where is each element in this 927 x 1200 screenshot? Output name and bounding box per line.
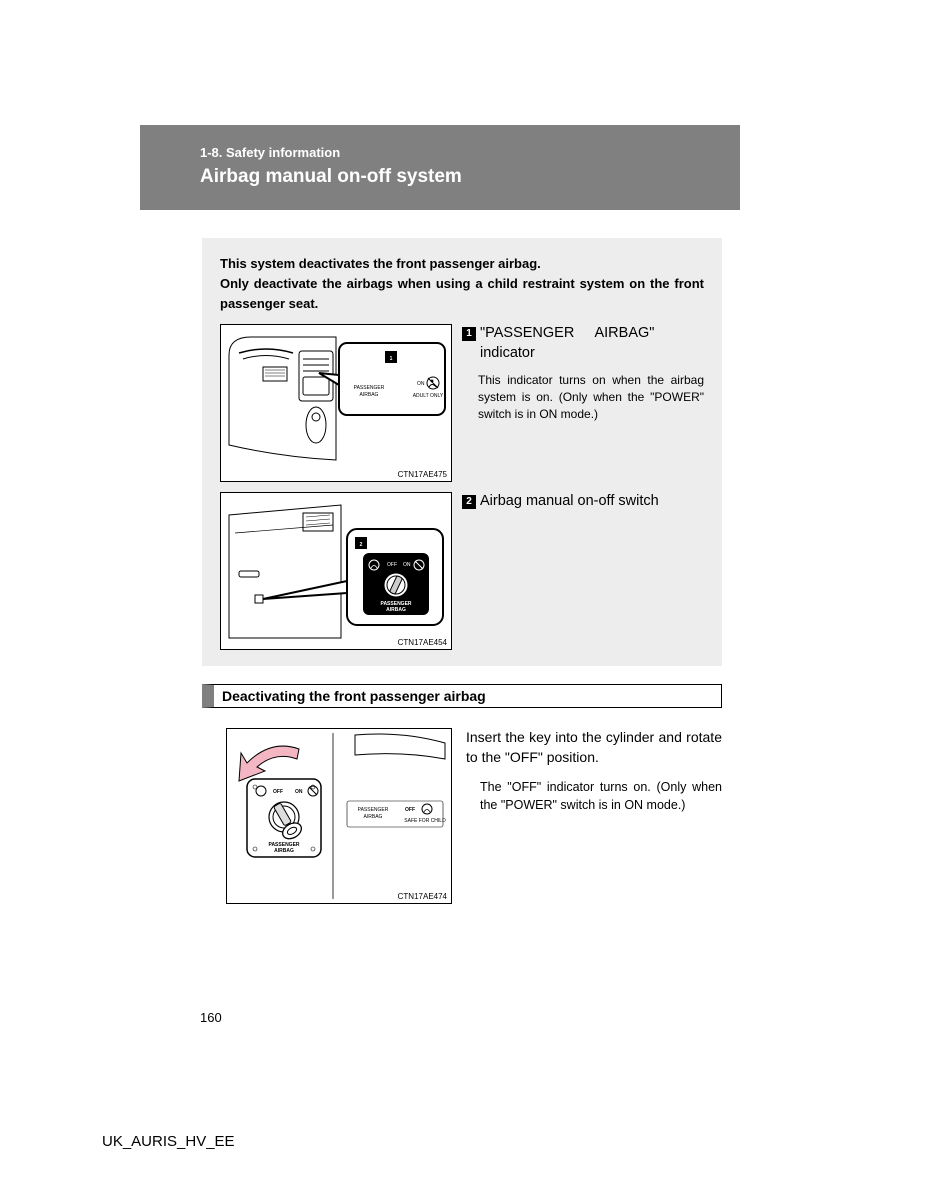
svg-text:ON: ON	[295, 789, 303, 795]
badge-1: 1	[462, 327, 476, 341]
illustration-indicator: 1 PASSENGER AIRBAG ON ADULT ONLY CTN17AE…	[220, 324, 452, 482]
svg-text:2: 2	[360, 542, 363, 548]
instr-body: The "OFF" indicator turns on. (Only when…	[466, 778, 722, 814]
intro-line1: This system deactivates the front passen…	[220, 256, 541, 271]
row-indicator: 1 PASSENGER AIRBAG ON ADULT ONLY CTN17AE…	[220, 324, 704, 482]
illustration-switch: 2 OFF ON PASSENGER AIRBAG	[220, 492, 452, 650]
subsection-desc: Insert the key into the cylinder and rot…	[466, 728, 722, 904]
info-box: This system deactivates the front passen…	[202, 238, 722, 666]
page-number: 160	[200, 1010, 222, 1025]
row-switch: 2 OFF ON PASSENGER AIRBAG	[220, 492, 704, 650]
svg-text:AIRBAG: AIRBAG	[364, 814, 383, 820]
subsection-title: Deactivating the front passenger airbag	[202, 684, 722, 708]
intro-text: This system deactivates the front passen…	[220, 254, 704, 314]
illustration-deactivate: PASSENGER AIRBAG OFF SAFE FOR CHILD	[226, 728, 452, 904]
illus-code-1: CTN17AE475	[398, 470, 447, 479]
desc-switch: 2Airbag manual on-off switch	[462, 492, 704, 650]
svg-text:AIRBAG: AIRBAG	[386, 607, 406, 613]
callout-label-airbag: AIRBAG	[360, 392, 379, 398]
illus-code-3: CTN17AE474	[398, 892, 447, 901]
badge-2: 2	[462, 495, 476, 509]
page-content: 1-8. Safety information Airbag manual on…	[140, 125, 740, 904]
page-title: Airbag manual on-off system	[200, 166, 680, 188]
section-label: 1-8. Safety information	[200, 145, 680, 160]
subsection-deactivating: Deactivating the front passenger airbag …	[202, 684, 722, 904]
header-bar: 1-8. Safety information Airbag manual on…	[140, 125, 740, 210]
desc-body-1: This indicator turns on when the airbag …	[462, 372, 704, 424]
svg-text:ON: ON	[403, 562, 411, 568]
subsection-row: PASSENGER AIRBAG OFF SAFE FOR CHILD	[226, 728, 722, 904]
document-id: UK_AURIS_HV_EE	[102, 1133, 235, 1150]
svg-text:OFF: OFF	[273, 789, 283, 795]
svg-text:SAFE FOR CHILD: SAFE FOR CHILD	[404, 818, 446, 824]
desc-indicator: 1"PASSENGER AIRBAG" indicator This indic…	[462, 324, 704, 482]
svg-text:PASSENGER: PASSENGER	[358, 807, 389, 813]
illus-code-2: CTN17AE454	[398, 638, 447, 647]
svg-text:OFF: OFF	[405, 807, 415, 813]
desc-title-1: 1"PASSENGER AIRBAG" indicator	[462, 324, 704, 363]
svg-text:AIRBAG: AIRBAG	[274, 848, 294, 854]
instr-text: Insert the key into the cylinder and rot…	[466, 728, 722, 767]
intro-line2: Only deactivate the airbags when using a…	[220, 276, 704, 311]
svg-text:ADULT ONLY: ADULT ONLY	[413, 393, 444, 399]
callout-label-passenger: PASSENGER	[354, 385, 385, 391]
desc-title-2: 2Airbag manual on-off switch	[462, 492, 704, 512]
svg-text:OFF: OFF	[387, 562, 397, 568]
svg-text:1: 1	[390, 356, 393, 362]
svg-text:ON: ON	[417, 381, 425, 387]
